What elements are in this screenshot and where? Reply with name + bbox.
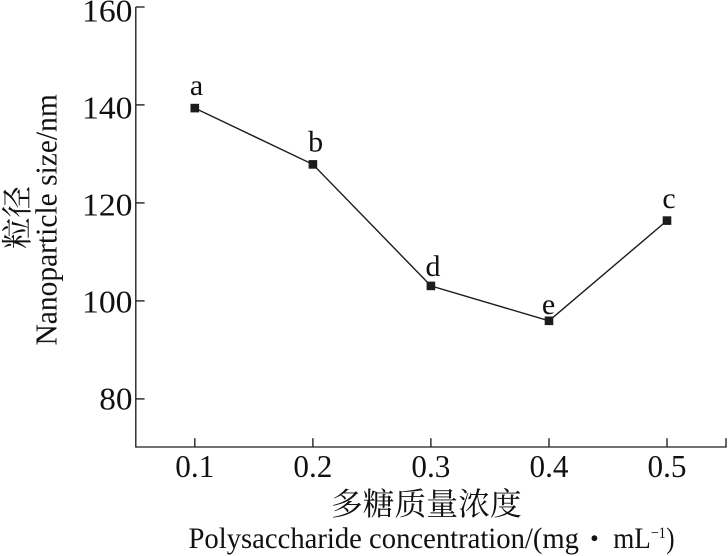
svg-text:b: b (308, 125, 323, 158)
svg-text:Polysaccharide concentration/(: Polysaccharide concentration/(mg (189, 522, 580, 555)
svg-text:e: e (542, 288, 555, 321)
svg-text:0.4: 0.4 (530, 449, 569, 484)
svg-text:): ) (666, 522, 674, 555)
svg-text:0.5: 0.5 (648, 449, 687, 484)
svg-text:0.3: 0.3 (411, 449, 450, 484)
svg-text:−1: −1 (651, 524, 666, 542)
svg-text:d: d (426, 250, 441, 283)
svg-text:80: 80 (99, 381, 132, 416)
svg-text:Nanoparticle size/nm: Nanoparticle size/nm (30, 94, 64, 346)
svg-text:0.2: 0.2 (293, 449, 332, 484)
svg-text:160: 160 (82, 0, 133, 28)
svg-text:c: c (662, 182, 675, 215)
svg-text:a: a (190, 69, 203, 102)
svg-text:140: 140 (82, 90, 133, 125)
svg-text:0.1: 0.1 (175, 449, 214, 484)
svg-text:100: 100 (82, 284, 133, 319)
svg-text:120: 120 (82, 187, 133, 222)
svg-text:mL: mL (613, 522, 651, 555)
